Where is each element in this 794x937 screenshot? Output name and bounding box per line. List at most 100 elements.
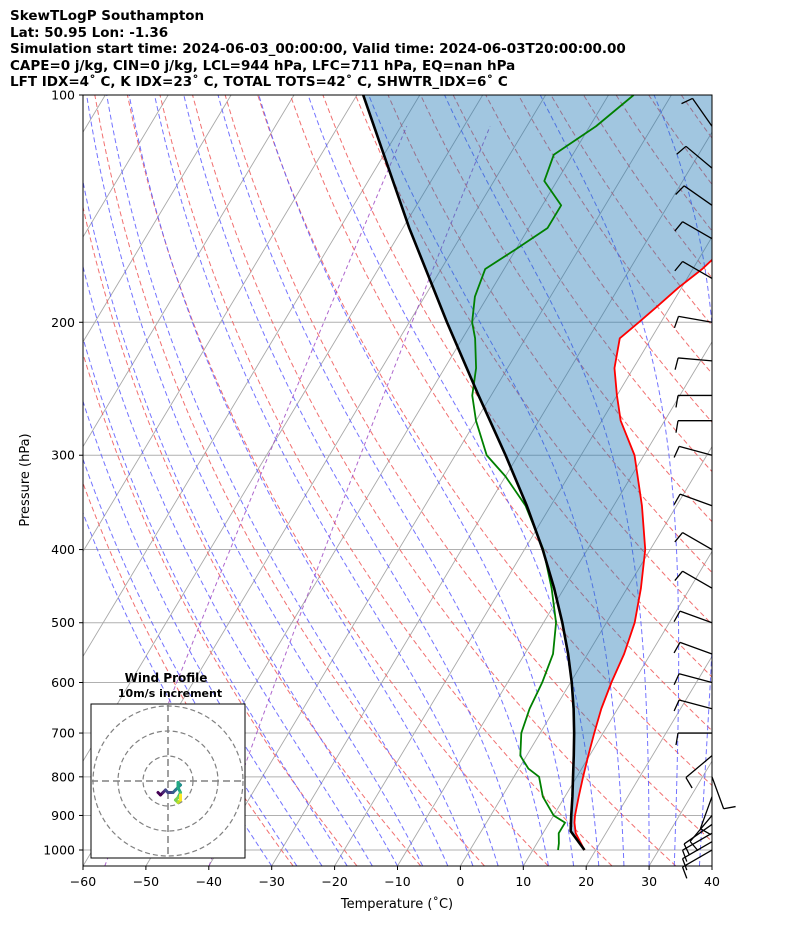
isotherm-line <box>334 236 712 866</box>
wind-barb <box>699 796 713 836</box>
wind-barb <box>675 732 712 746</box>
wind-barb-shaft <box>682 849 713 868</box>
wind-barb-flag <box>681 866 688 879</box>
dry-adiabat-line <box>387 95 712 574</box>
wind-barb-shaft <box>679 493 713 507</box>
dry-adiabat-line <box>420 95 712 523</box>
dry-adiabat-line <box>714 95 794 866</box>
isotherm-line <box>522 550 712 866</box>
moist-adiabat-line <box>368 95 625 866</box>
wind-barb-flag <box>683 843 690 856</box>
dry-adiabat-line <box>159 95 613 866</box>
wind-barb-flag <box>673 446 680 458</box>
wind-barb <box>675 185 713 206</box>
cape-area <box>363 95 712 850</box>
wind-barb-shaft <box>679 610 713 624</box>
wind-barb-flag <box>674 570 684 581</box>
moist-adiabats <box>83 95 712 866</box>
x-tick-label: 30 <box>641 874 657 889</box>
y-tick-label: 600 <box>51 675 75 690</box>
wind-barb-flag <box>675 185 685 195</box>
wind-barb <box>673 610 713 624</box>
y-tick-label: 800 <box>51 769 75 784</box>
y-axis-ticks: 100 200 300 400 500 600 700 800 900 1000 <box>43 88 83 858</box>
moist-adiabat-line <box>128 95 474 866</box>
wind-barb <box>683 823 713 856</box>
wind-barb <box>673 315 713 329</box>
dry-adiabat-line <box>83 205 422 866</box>
moist-adiabat-line <box>83 264 373 866</box>
moist-adiabat-line <box>258 95 575 866</box>
isotherm-line <box>208 95 672 866</box>
wind-barb-shaft <box>699 796 713 829</box>
x-tick-label: −60 <box>70 874 96 889</box>
x-axis-ticks: −60 −50 −40 −30 −20 −10 0 10 20 30 40 <box>70 866 720 889</box>
title-line-station: SkewTLogP Southampton <box>10 8 205 24</box>
wind-barb <box>673 699 713 712</box>
y-tick-label: 400 <box>51 542 75 557</box>
title-line-location: Lat: 50.95 Lon: -1.36 <box>10 24 169 41</box>
wind-barb-flag <box>674 357 679 370</box>
wind-barb-shaft <box>678 445 713 456</box>
wind-barb <box>685 755 713 789</box>
y-tick-label: 1000 <box>43 843 75 858</box>
wind-barb-flag <box>673 673 680 686</box>
wind-barb-shaft <box>678 673 713 684</box>
wind-barb <box>674 531 713 551</box>
isotherm-line <box>83 95 232 343</box>
wind-barb-flag <box>674 532 684 543</box>
wind-barb-shaft <box>682 531 713 551</box>
isotherm-line <box>83 95 358 553</box>
y-tick-label: 100 <box>51 88 75 103</box>
wind-barb-flag <box>681 97 693 105</box>
moist-adiabat-line <box>83 179 398 866</box>
wind-barb-flag <box>700 828 712 836</box>
inset-subtitle: 10m/s increment <box>118 687 222 700</box>
wind-barb <box>674 260 713 280</box>
moist-adiabat-line <box>183 95 524 866</box>
wind-barb <box>676 145 713 169</box>
chart-title-block: SkewTLogP Southampton Lat: 50.95 Lon: -1… <box>10 8 626 91</box>
moist-adiabat-line <box>154 95 499 866</box>
wind-barb-flag <box>673 316 680 329</box>
wind-barb-flag <box>685 777 693 789</box>
cape-shading <box>363 95 712 850</box>
isotherm-line <box>83 95 421 658</box>
wind-barb-flag <box>675 732 679 746</box>
wind-barb-flag <box>676 145 687 155</box>
wind-barb-shaft <box>682 832 713 851</box>
wind-barb-shaft <box>678 357 713 362</box>
inset-title: Wind Profile <box>125 671 208 685</box>
wind-barb-shaft <box>683 823 713 845</box>
wind-barb-flag <box>674 221 684 232</box>
x-tick-label: −20 <box>321 874 347 889</box>
wind-barb <box>673 673 713 686</box>
wind-barb-shaft <box>682 260 713 280</box>
wind-barb-flag <box>675 420 679 433</box>
wind-barb-flag <box>681 858 688 871</box>
wind-barb-shaft <box>682 570 713 589</box>
wind-barb <box>681 832 713 862</box>
dry-adiabat-line <box>452 95 712 473</box>
wind-barb-flag <box>689 841 699 852</box>
y-axis-label: Pressure (hPa) <box>18 433 33 526</box>
sounding-series <box>361 95 712 851</box>
parcel-line <box>361 95 586 851</box>
x-tick-label: 10 <box>515 874 531 889</box>
temperature-line <box>573 258 712 851</box>
wind-barb-flag <box>681 849 688 862</box>
wind-barb-shaft <box>683 185 713 206</box>
y-tick-label: 200 <box>51 315 75 330</box>
wind-barb-shaft <box>711 776 725 810</box>
moist-adiabat-line <box>83 399 323 866</box>
dry-adiabat-line <box>485 95 712 423</box>
y-tick-label: 500 <box>51 615 75 630</box>
moist-adiabat-line <box>83 336 348 866</box>
wind-barb-flag <box>675 395 679 408</box>
dry-adiabat-line <box>94 95 485 866</box>
title-line-times: Simulation start time: 2024-06-03_00:00:… <box>10 41 626 57</box>
wind-barb <box>675 394 712 408</box>
wind-barb-flag <box>674 261 684 272</box>
dry-adiabat-line <box>83 481 294 866</box>
